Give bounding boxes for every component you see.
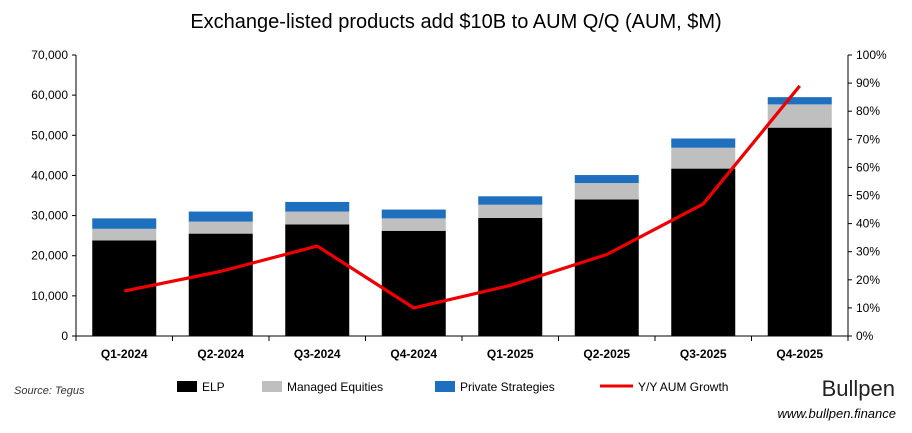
bar-private-strategies bbox=[767, 97, 832, 105]
legend-swatch bbox=[262, 381, 282, 392]
left-tick-label: 50,000 bbox=[31, 128, 68, 142]
bar-private-strategies bbox=[671, 138, 736, 148]
brand-url: www.bullpen.finance bbox=[777, 406, 896, 421]
x-tick-label: Q1-2024 bbox=[101, 347, 148, 361]
growth-line-path bbox=[123, 84, 801, 310]
bar-private-strategies bbox=[188, 211, 253, 222]
x-tick-label: Q2-2024 bbox=[197, 347, 244, 361]
bar-private-strategies bbox=[92, 218, 157, 229]
bar-managed-equities bbox=[381, 218, 446, 231]
left-tick-label: 20,000 bbox=[31, 249, 68, 263]
x-tick-label: Q1-2025 bbox=[487, 347, 534, 361]
brand-logo: Bullpen bbox=[822, 376, 895, 401]
right-tick-label: 60% bbox=[856, 160, 880, 174]
legend-label: Managed Equities bbox=[287, 380, 383, 394]
bar-elp bbox=[188, 233, 253, 336]
right-tick-label: 50% bbox=[856, 189, 880, 203]
x-tick-label: Q4-2024 bbox=[390, 347, 437, 361]
x-tick-label: Q3-2025 bbox=[680, 347, 727, 361]
bar-managed-equities bbox=[767, 104, 832, 128]
left-tick-label: 60,000 bbox=[31, 88, 68, 102]
bar-elp bbox=[767, 127, 832, 336]
x-tick-label: Q3-2024 bbox=[294, 347, 341, 361]
bar-managed-equities bbox=[285, 211, 350, 225]
bar-elp bbox=[381, 230, 446, 336]
legend-label: ELP bbox=[202, 380, 225, 394]
bar-private-strategies bbox=[574, 175, 639, 184]
axes: 0 10,000 20,000 30,000 40,000 50,000 60,000 70,… bbox=[31, 48, 887, 361]
bar-elp bbox=[285, 224, 350, 336]
bar-private-strategies bbox=[478, 196, 543, 205]
right-tick-label: 0% bbox=[856, 329, 874, 343]
bar-elp bbox=[92, 240, 157, 336]
bar-managed-equities bbox=[671, 147, 736, 169]
legend-label: Y/Y AUM Growth bbox=[638, 380, 728, 394]
bars bbox=[92, 97, 832, 336]
right-tick-label: 80% bbox=[856, 104, 880, 118]
left-tick-label: 10,000 bbox=[31, 289, 68, 303]
left-tick-label: 0 bbox=[61, 329, 68, 343]
bar-elp bbox=[574, 199, 639, 336]
legend-swatch bbox=[177, 381, 197, 392]
legend-label: Private Strategies bbox=[460, 380, 555, 394]
left-tick-label: 30,000 bbox=[31, 209, 68, 223]
bar-managed-equities bbox=[188, 221, 253, 234]
right-tick-label: 20% bbox=[856, 273, 880, 287]
growth-line bbox=[123, 84, 801, 310]
right-tick-label: 30% bbox=[856, 245, 880, 259]
right-tick-label: 90% bbox=[856, 76, 880, 90]
left-tick-label: 40,000 bbox=[31, 168, 68, 182]
legend-swatch bbox=[435, 381, 455, 392]
x-tick-label: Q4-2025 bbox=[776, 347, 823, 361]
right-tick-label: 40% bbox=[856, 217, 880, 231]
right-tick-label: 100% bbox=[856, 48, 887, 62]
bar-managed-equities bbox=[478, 204, 543, 218]
bar-elp bbox=[671, 168, 736, 336]
legend: ELP Managed Equities Private Strategies Y/Y… bbox=[177, 380, 728, 394]
bar-private-strategies bbox=[285, 201, 350, 212]
chart-title: Exchange-listed products add $10B to AUM… bbox=[190, 11, 721, 33]
left-tick-label: 70,000 bbox=[31, 48, 68, 62]
bar-managed-equities bbox=[574, 183, 639, 200]
right-tick-label: 70% bbox=[856, 132, 880, 146]
source-note: Source: Tegus bbox=[14, 385, 85, 397]
right-tick-label: 10% bbox=[856, 301, 880, 315]
x-tick-label: Q2-2025 bbox=[583, 347, 630, 361]
bar-managed-equities bbox=[92, 228, 157, 241]
bar-private-strategies bbox=[381, 209, 446, 219]
